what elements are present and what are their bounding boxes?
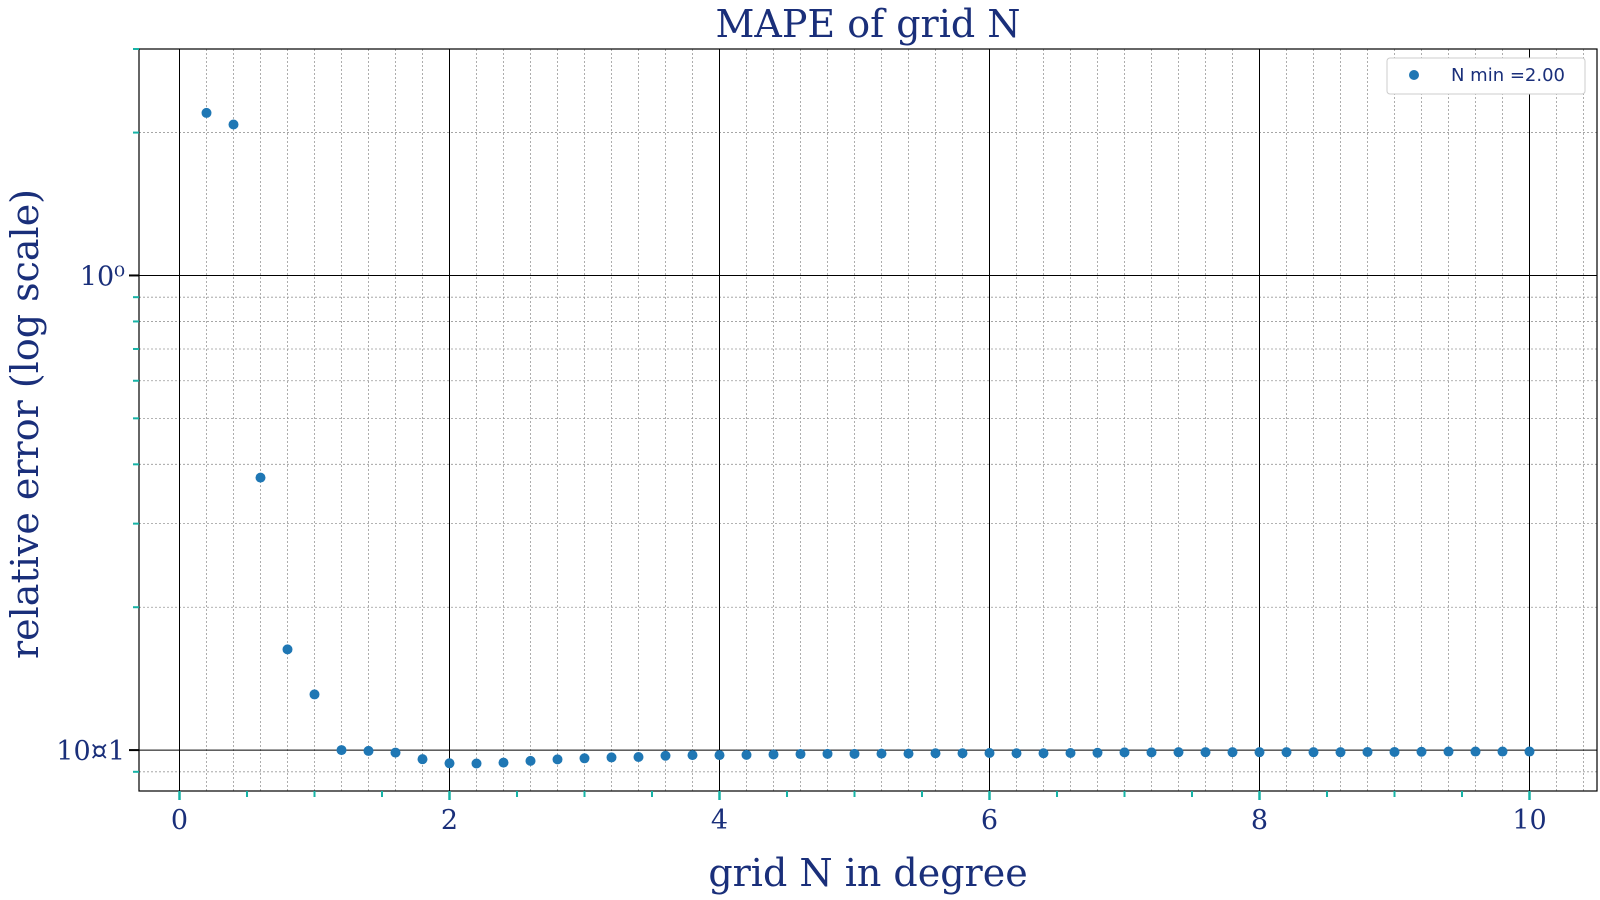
- data-point: [1173, 747, 1184, 758]
- series-points: [201, 107, 1535, 769]
- legend-marker: [1409, 70, 1419, 80]
- data-point: [1281, 747, 1292, 758]
- x-tick-label: 8: [1251, 805, 1268, 836]
- data-point: [1497, 746, 1508, 757]
- data-point: [525, 755, 536, 766]
- data-point: [1389, 746, 1400, 757]
- data-point: [201, 107, 212, 118]
- data-point: [687, 750, 698, 761]
- data-point: [444, 758, 455, 769]
- legend-box: [1386, 57, 1586, 95]
- data-point: [309, 689, 320, 700]
- data-point: [255, 472, 266, 483]
- data-point: [633, 752, 644, 763]
- x-tick-label: 10: [1512, 805, 1546, 836]
- data-point: [1335, 747, 1346, 758]
- data-point: [1038, 748, 1049, 759]
- data-point: [390, 747, 401, 758]
- data-point: [903, 748, 914, 759]
- data-point: [1119, 747, 1130, 758]
- data-point: [1254, 747, 1265, 758]
- data-point: [1443, 746, 1454, 757]
- data-point: [795, 749, 806, 760]
- x-axis-label: grid N in degree: [708, 851, 1027, 895]
- y-axis-label: relative error (log scale): [3, 189, 47, 659]
- data-point: [768, 749, 779, 760]
- data-point: [552, 754, 563, 765]
- major-grid: [139, 49, 1597, 791]
- data-point: [579, 753, 590, 764]
- data-point: [471, 758, 482, 769]
- data-point: [498, 757, 509, 768]
- x-tick-label: 4: [711, 805, 728, 836]
- data-point: [714, 750, 725, 761]
- chart-title: MAPE of grid N: [715, 2, 1020, 46]
- data-point: [1146, 747, 1157, 758]
- data-point: [1470, 746, 1481, 757]
- data-point: [849, 748, 860, 759]
- data-point: [1200, 747, 1211, 758]
- x-tick-label: 2: [441, 805, 458, 836]
- x-tick-label: 0: [171, 805, 188, 836]
- data-point: [1362, 746, 1373, 757]
- data-point: [363, 745, 374, 756]
- data-point: [1092, 747, 1103, 758]
- data-point: [606, 752, 617, 763]
- data-point: [984, 747, 995, 758]
- minor-grid: [139, 48, 1597, 791]
- data-point: [876, 748, 887, 759]
- x-tick-label: 6: [981, 805, 998, 836]
- data-point: [336, 745, 347, 756]
- y-tick-label: 10¤1: [56, 736, 125, 767]
- data-point: [930, 748, 941, 759]
- data-point: [1227, 747, 1238, 758]
- data-point: [1011, 748, 1022, 759]
- axis-ticks: 0 2 4 6 8 10 10¤1 10⁰: [56, 48, 1547, 836]
- data-point: [282, 644, 293, 655]
- data-point: [1065, 747, 1076, 758]
- data-point: [957, 748, 968, 759]
- data-point: [741, 749, 752, 760]
- data-point: [1416, 746, 1427, 757]
- y-tick-label: 10⁰: [80, 261, 125, 292]
- data-point: [1308, 747, 1319, 758]
- data-point: [660, 750, 671, 761]
- data-point: [1524, 746, 1535, 757]
- legend-label: N min =2.00: [1451, 65, 1565, 86]
- data-point: [417, 754, 428, 765]
- plot-frame: [138, 48, 1598, 792]
- data-point: [228, 119, 239, 130]
- data-point: [822, 748, 833, 759]
- legend: N min =2.00: [1386, 57, 1586, 95]
